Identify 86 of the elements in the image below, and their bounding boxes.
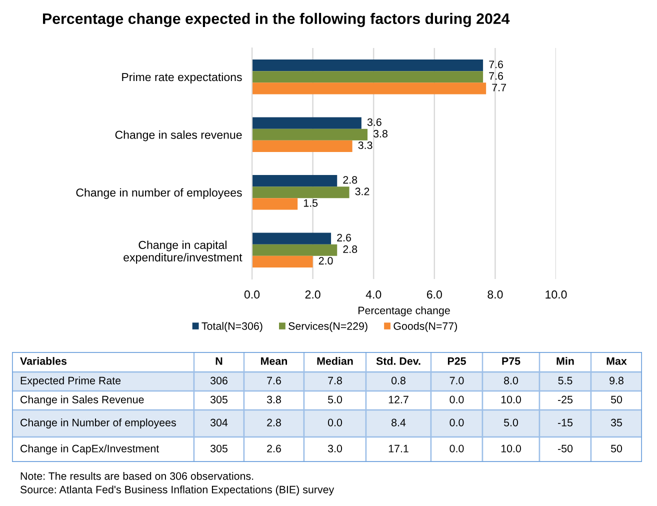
x-tick-label: 10.0	[546, 290, 567, 299]
source-note: Source: Atlanta Fed's Business Inflation Expectations (BIE) survey	[20, 486, 334, 496]
x-tick-label: N	[216, 357, 222, 365]
data-label: 3.6	[367, 118, 382, 126]
data-label: 0.0	[450, 444, 464, 452]
data-label: 0.8	[391, 376, 406, 384]
x-tick-label: P75	[502, 357, 520, 365]
data-label: 7.8	[328, 376, 342, 384]
y-tick-label: Change in number of employees	[76, 188, 242, 199]
y-tick-label: Change in Sales Revenue	[20, 396, 144, 406]
y-axis-title: Variables	[20, 357, 67, 365]
x-tick-label: Median	[317, 357, 353, 365]
data-label: 17.1	[388, 444, 408, 452]
data-label: 1.5	[304, 199, 318, 207]
data-label: -25	[558, 396, 573, 404]
data-label: 7.6	[489, 72, 503, 80]
bar	[252, 232, 332, 244]
legend-label: Total(N=306)	[202, 322, 262, 332]
x-tick-label: Min	[556, 357, 574, 365]
data-label: 0.0	[328, 418, 342, 426]
bar	[252, 82, 486, 94]
data-label: 3.8	[266, 396, 281, 404]
legend-label: Services(N=229)	[288, 322, 368, 332]
data-label: 3.0	[328, 444, 342, 452]
x-tick-label: 0.0	[244, 290, 260, 299]
data-label: 306	[210, 376, 228, 384]
data-label: 2.8	[343, 176, 358, 184]
bar	[252, 60, 484, 72]
data-label: 2.6	[337, 234, 351, 242]
y-tick-label: Change in CapEx/Investment	[20, 444, 160, 454]
data-label: 304	[210, 418, 228, 426]
bar	[252, 140, 352, 152]
data-label: 3.2	[355, 188, 370, 196]
data-label: 2.8	[267, 418, 281, 426]
data-label: 50	[610, 396, 622, 404]
data-label: 3.8	[373, 130, 388, 138]
data-label: 50	[610, 444, 622, 452]
data-label: 305	[210, 444, 228, 452]
data-label: 305	[210, 396, 228, 404]
y-tick-label: Change in capital expenditure/investment	[124, 240, 242, 264]
data-label: 3.3	[358, 141, 372, 150]
data-label: 7.7	[492, 84, 506, 92]
data-label: 12.7	[388, 396, 408, 404]
data-label: -15	[558, 418, 573, 426]
bar	[252, 186, 350, 198]
data-label: 9.8	[610, 376, 624, 384]
bar	[252, 256, 313, 268]
data-label: 7.6	[489, 60, 503, 68]
data-label: 0.0	[450, 396, 464, 404]
data-label: 7.0	[450, 376, 464, 384]
data-label: 5.0	[504, 418, 518, 426]
data-label: 2.8	[343, 245, 358, 253]
data-label: 35	[610, 418, 622, 426]
data-label: 5.5	[558, 376, 572, 384]
bar	[252, 128, 368, 140]
data-label: 10.0	[501, 396, 521, 404]
x-tick-label: 8.0	[488, 290, 503, 299]
x-tick-label: 6.0	[426, 290, 442, 299]
x-tick-label: Std. Dev.	[376, 357, 420, 365]
data-label: 10.0	[501, 444, 521, 452]
y-tick-label: Expected Prime Rate	[20, 376, 121, 386]
y-tick-label: Prime rate expectations	[122, 72, 242, 84]
bar	[252, 175, 338, 187]
data-label: 7.6	[267, 376, 281, 384]
x-axis-title: Percentage change	[358, 306, 450, 316]
bar	[252, 71, 484, 83]
data-label: 5.0	[328, 396, 342, 404]
data-label: -50	[558, 444, 573, 452]
x-tick-label: P25	[448, 357, 466, 365]
data-label: 8.0	[504, 376, 518, 384]
x-tick-label: Max	[606, 357, 627, 365]
data-label: 0.0	[450, 418, 464, 426]
legend-label: Goods(N=77)	[394, 322, 457, 332]
bar	[252, 198, 298, 210]
x-tick-label: 4.0	[366, 290, 382, 299]
data-label: 2.6	[267, 444, 281, 452]
x-tick-label: 2.0	[305, 290, 320, 299]
data-label: 2.0	[318, 256, 333, 265]
bar	[252, 117, 362, 129]
y-tick-label: Change in Number of employees	[20, 418, 176, 428]
text: Note: The results are based on 306 observations.	[20, 472, 254, 480]
chart-title: Percentage change expected in the following factors during 2024	[43, 12, 510, 28]
bar	[252, 244, 338, 256]
x-tick-label: Mean	[261, 357, 288, 365]
data-label: 8.4	[392, 418, 406, 426]
y-tick-label: Change in sales revenue	[115, 130, 242, 142]
